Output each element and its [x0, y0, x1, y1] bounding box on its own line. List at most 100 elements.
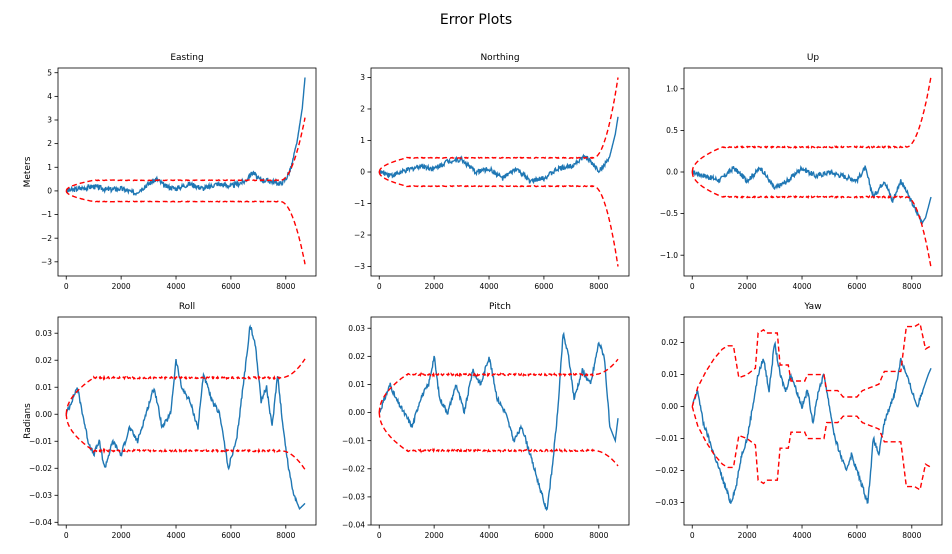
subplot-pitch: Pitch 0 2000 4000 6000 8000 −0.04 −0.03 −0.02 −0.…	[342, 302, 630, 540]
y-axis-label: Radians	[23, 403, 33, 439]
y-tick-label: −2	[354, 231, 365, 240]
upper-bound-line	[691, 76, 932, 173]
y-tick-label: 2	[47, 139, 52, 148]
x-tick-label: 0	[377, 282, 382, 291]
subplot-title: Easting	[170, 53, 203, 63]
y-tick-label: 3	[47, 116, 52, 125]
error-series-line	[378, 116, 619, 185]
plot-area	[65, 324, 306, 510]
x-tick-label: 2000	[425, 531, 444, 540]
x-tick-label: 4000	[166, 531, 185, 540]
y-tick-label: −1	[41, 210, 52, 219]
y-tick-label: 1.0	[666, 84, 678, 93]
y-tick-label: −0.01	[342, 436, 365, 445]
y-tick-label: −0.04	[342, 521, 365, 530]
x-tick-label: 2000	[738, 282, 757, 291]
axes-frame	[370, 316, 630, 526]
y-tick-label: 0	[360, 168, 365, 177]
y-tick-label: 5	[47, 68, 52, 77]
y-tick-label: −1	[354, 199, 365, 208]
x-tick-label: 6000	[534, 282, 553, 291]
y-tick-label: 0.00	[661, 402, 678, 411]
x-tick-label: 2000	[738, 531, 757, 540]
y-tick-label: −0.02	[342, 464, 365, 473]
y-tick-label: 0.02	[35, 356, 52, 365]
y-tick-label: 1	[47, 163, 52, 172]
y-tick-label: −1.0	[660, 251, 678, 260]
x-tick-label: 8000	[276, 531, 295, 540]
y-tick-label: 0.03	[348, 324, 365, 333]
y-tick-label: −0.5	[660, 209, 678, 218]
y-tick-label: −0.03	[29, 491, 52, 500]
upper-bound-line	[378, 77, 619, 173]
y-tick-label: 0.01	[35, 383, 52, 392]
y-tick-label: 1	[360, 136, 365, 145]
y-tick-label: 0.00	[35, 410, 52, 419]
axes-frame	[370, 67, 630, 277]
plot-area	[65, 77, 306, 265]
subplot-title: Up	[807, 53, 820, 63]
y-tick-label: −0.03	[655, 498, 678, 507]
plot-area	[691, 322, 932, 504]
axes-frame	[683, 316, 943, 526]
lower-bound-line	[691, 171, 932, 268]
y-tick-label: 4	[47, 92, 52, 101]
error-series-line	[65, 77, 306, 197]
lower-bound-line	[378, 412, 619, 467]
x-tick-label: 0	[690, 531, 695, 540]
x-tick-label: 0	[377, 531, 382, 540]
y-tick-label: 0.02	[661, 338, 678, 347]
x-tick-label: 6000	[534, 531, 553, 540]
error-series-line	[692, 164, 932, 226]
error-series-line	[65, 324, 306, 510]
y-tick-label: 3	[360, 73, 365, 82]
figure-title: Error Plots	[440, 12, 512, 28]
upper-bound-line	[378, 358, 619, 413]
subplot-northing: Northing 0 2000 4000 6000 8000 −3 −2 −1 0 1 2 3	[354, 53, 630, 291]
y-tick-label: 0	[47, 187, 52, 196]
upper-bound-line	[65, 117, 306, 192]
y-tick-label: −0.03	[342, 492, 365, 501]
y-tick-label: −0.02	[655, 466, 678, 475]
plot-area	[378, 331, 619, 512]
lower-bound-line	[65, 414, 306, 470]
plot-area	[378, 77, 619, 267]
y-tick-label: 0.01	[348, 380, 365, 389]
x-tick-label: 4000	[792, 531, 811, 540]
error-series-line	[691, 340, 932, 504]
error-series-line	[378, 331, 619, 512]
y-axis-label: Meters	[23, 156, 33, 187]
y-tick-label: 0.5	[666, 126, 678, 135]
y-tick-label: 0.01	[661, 370, 678, 379]
subplot-title: Yaw	[803, 302, 821, 312]
x-tick-label: 8000	[902, 282, 921, 291]
lower-bound-line	[378, 171, 619, 267]
y-tick-label: −3	[354, 262, 365, 271]
x-tick-label: 4000	[479, 282, 498, 291]
axes-frame	[57, 316, 317, 526]
x-tick-label: 6000	[221, 531, 240, 540]
y-tick-label: −3	[41, 257, 52, 266]
x-tick-label: 6000	[221, 282, 240, 291]
x-tick-label: 6000	[847, 282, 866, 291]
y-tick-label: −0.01	[655, 434, 678, 443]
y-tick-label: 0.02	[348, 352, 365, 361]
subplot-easting: Easting Meters 0 2000 4000 6000 8000 −3 −2 −1 0 1 2 3…	[23, 53, 317, 291]
y-tick-label: −2	[41, 234, 52, 243]
y-tick-label: −0.01	[29, 437, 52, 446]
x-tick-label: 8000	[276, 282, 295, 291]
y-tick-label: 2	[360, 105, 365, 114]
y-tick-label: 0.00	[348, 408, 365, 417]
x-tick-label: 8000	[902, 531, 921, 540]
x-tick-label: 0	[64, 531, 69, 540]
y-tick-label: 0.0	[666, 168, 678, 177]
subplot-yaw: Yaw 0 2000 4000 6000 8000 −0.03 −0.02 −0.01 0.00 0…	[655, 302, 943, 540]
x-tick-label: 2000	[425, 282, 444, 291]
y-tick-label: −0.02	[29, 464, 52, 473]
x-tick-label: 2000	[112, 282, 131, 291]
x-tick-label: 8000	[589, 282, 608, 291]
subplot-title: Pitch	[489, 302, 511, 312]
plot-area	[691, 76, 932, 268]
